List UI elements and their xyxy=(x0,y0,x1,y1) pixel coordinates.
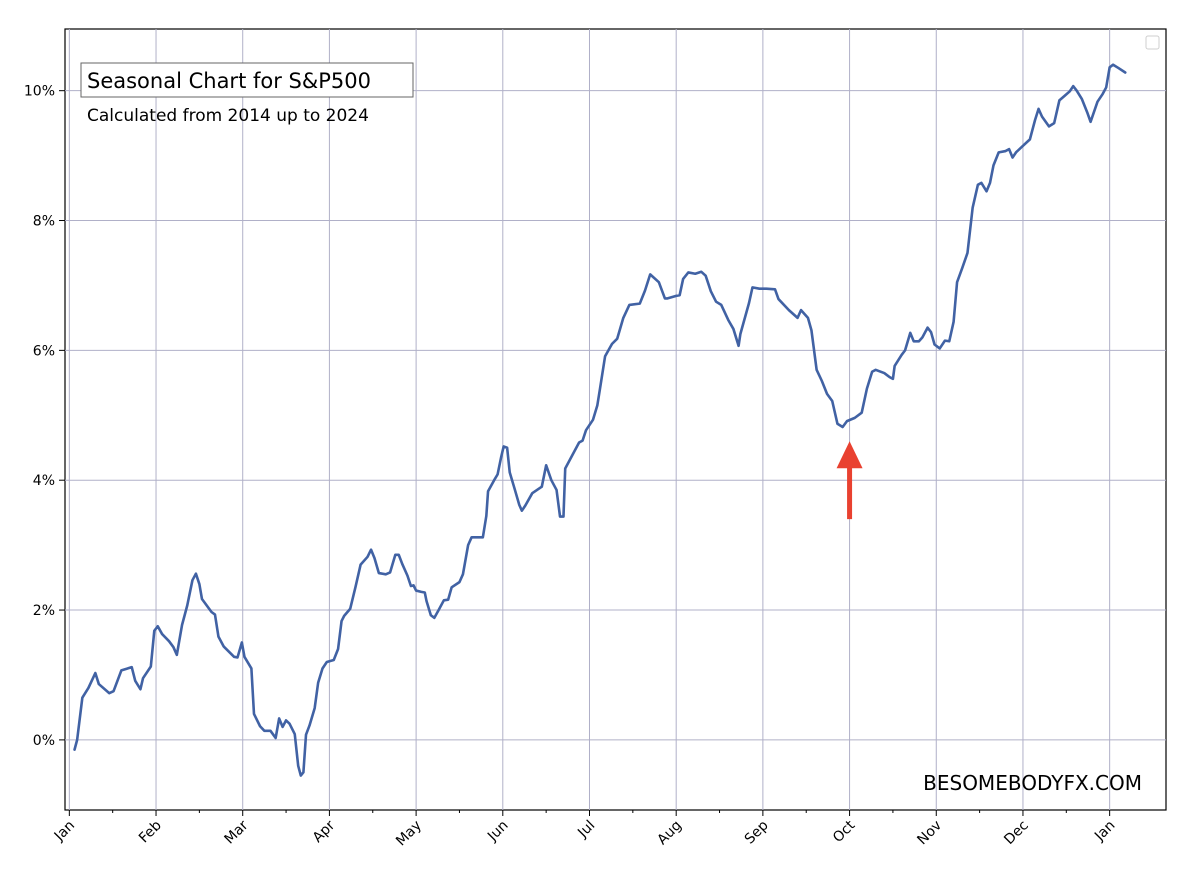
x-tick-label: Jul xyxy=(574,818,598,842)
x-tick-label: Jan xyxy=(51,818,78,845)
x-tick-label: Mar xyxy=(222,817,252,847)
title-box xyxy=(80,62,414,98)
x-tick-label: Dec xyxy=(1001,818,1031,848)
annotation-arrow xyxy=(836,441,863,520)
y-tick-label: 8% xyxy=(33,214,55,230)
legend xyxy=(1145,35,1160,50)
x-tick-label: Sep xyxy=(742,817,772,847)
x-tick-label: Aug xyxy=(654,818,685,849)
legend-box xyxy=(1145,35,1160,50)
y-tick-label: 4% xyxy=(33,473,55,489)
series-line xyxy=(73,63,1127,777)
x-tick-label: Jun xyxy=(484,818,511,845)
x-axis: Jan Feb Mar Apr May Jun Jul Aug Sep Oct Nov Dec Jan xyxy=(51,810,1118,850)
chart-title: Seasonal Chart for S&P500 xyxy=(87,69,371,93)
x-gridlines xyxy=(68,29,1111,810)
y-axis: 0% 2% 4% 6% 8% 10% xyxy=(24,84,65,749)
x-tick-label: May xyxy=(393,818,425,850)
plot-area xyxy=(64,28,1167,811)
y-tick-label: 6% xyxy=(33,343,55,359)
x-tick-label: Apr xyxy=(310,817,339,846)
y-tick-label: 0% xyxy=(33,733,55,749)
arrow-head xyxy=(836,441,863,469)
chart-subtitle: Calculated from 2014 up to 2024 xyxy=(87,106,369,126)
y-tick-label: 2% xyxy=(33,603,55,619)
x-tick-label: Jan xyxy=(1091,818,1118,845)
x-tick-label: Oct xyxy=(830,817,859,846)
x-tick-label: Nov xyxy=(914,818,945,849)
x-tick-label: Feb xyxy=(136,817,165,846)
y-tick-label: 10% xyxy=(24,84,55,100)
watermark: BESOMEBODYFX.COM xyxy=(923,771,1142,795)
